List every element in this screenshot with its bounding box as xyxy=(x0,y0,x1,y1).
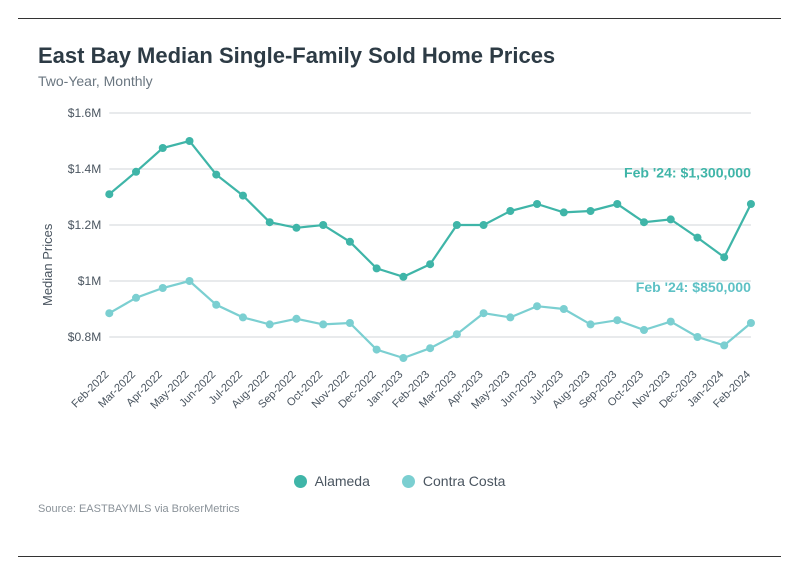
svg-text:$1.4M: $1.4M xyxy=(68,162,102,176)
line-chart-svg: $0.8M$1M$1.2M$1.4M$1.6MFeb-2022Mar-2022A… xyxy=(57,105,761,425)
source-text: Source: EASTBAYMLS via BrokerMetrics xyxy=(38,503,761,515)
chart-frame: East Bay Median Single-Family Sold Home … xyxy=(18,18,781,557)
legend-dot-icon xyxy=(402,475,415,488)
svg-text:Feb '24: $1,300,000: Feb '24: $1,300,000 xyxy=(624,164,751,180)
legend-item: Alameda xyxy=(294,473,370,489)
svg-text:$0.8M: $0.8M xyxy=(68,330,102,344)
svg-text:$1M: $1M xyxy=(78,274,101,288)
legend-item: Contra Costa xyxy=(402,473,505,489)
legend-dot-icon xyxy=(294,475,307,488)
legend-label: Contra Costa xyxy=(423,473,505,489)
y-axis-label: Median Prices xyxy=(38,125,57,405)
chart-subtitle: Two-Year, Monthly xyxy=(38,73,761,89)
chart-title: East Bay Median Single-Family Sold Home … xyxy=(38,43,761,69)
svg-text:Feb '24: $850,000: Feb '24: $850,000 xyxy=(636,279,751,295)
chart-area: Median Prices $0.8M $1M $1.2M $1.4M $1.6M Feb… xyxy=(38,105,761,425)
legend-label: Alameda xyxy=(315,473,370,489)
svg-text:$1.2M: $1.2M xyxy=(68,218,102,232)
legend: Alameda Contra Costa xyxy=(38,473,761,489)
plot-area: $0.8M$1M$1.2M$1.4M$1.6MFeb-2022Mar-2022A… xyxy=(57,105,761,425)
svg-text:$1.6M: $1.6M xyxy=(68,106,102,120)
